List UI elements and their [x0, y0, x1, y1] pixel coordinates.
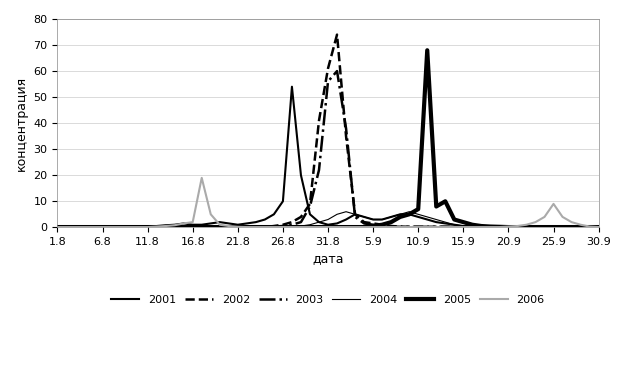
2002	[243, 225, 250, 229]
Y-axis label: концентрация: концентрация	[15, 76, 28, 171]
2006	[180, 221, 187, 226]
2002	[387, 224, 395, 228]
2005	[342, 225, 350, 229]
2005	[595, 225, 602, 229]
2003	[180, 225, 187, 229]
2002	[351, 212, 359, 217]
2003	[333, 69, 341, 73]
Line: 2003: 2003	[58, 71, 598, 227]
2003	[243, 225, 250, 229]
2003	[595, 225, 602, 229]
2002	[180, 225, 187, 229]
2001	[243, 221, 250, 226]
Line: 2001: 2001	[58, 87, 598, 227]
2004	[351, 212, 359, 217]
2004	[531, 225, 539, 229]
2001	[387, 215, 395, 219]
2005	[243, 225, 250, 229]
2004	[54, 225, 61, 229]
2006	[162, 224, 170, 228]
2004	[162, 225, 170, 229]
2002	[162, 225, 170, 229]
2001	[162, 223, 170, 228]
2006	[54, 225, 61, 229]
2001	[531, 225, 539, 229]
Line: 2005: 2005	[58, 50, 598, 227]
Line: 2004: 2004	[58, 212, 598, 227]
2001	[351, 212, 359, 217]
Legend: 2001, 2002, 2003, 2004, 2005, 2006: 2001, 2002, 2003, 2004, 2005, 2006	[107, 290, 549, 309]
2006	[595, 225, 602, 229]
Line: 2002: 2002	[58, 35, 598, 227]
2006	[531, 220, 539, 224]
2001	[595, 225, 602, 229]
2001	[180, 221, 187, 226]
2005	[423, 48, 431, 53]
2004	[595, 225, 602, 229]
2003	[387, 224, 395, 229]
2004	[387, 215, 395, 219]
X-axis label: дата: дата	[312, 253, 344, 266]
2006	[198, 175, 205, 180]
2001	[54, 225, 61, 229]
2002	[595, 225, 602, 229]
2004	[180, 225, 187, 229]
2006	[351, 225, 359, 229]
2006	[252, 225, 260, 229]
2004	[342, 209, 350, 214]
2001	[288, 84, 295, 89]
2003	[351, 215, 359, 219]
Line: 2006: 2006	[58, 178, 598, 227]
2005	[54, 225, 61, 229]
2003	[54, 225, 61, 229]
2002	[531, 225, 539, 229]
2003	[162, 225, 170, 229]
2006	[387, 225, 395, 229]
2003	[531, 225, 539, 229]
2002	[54, 225, 61, 229]
2005	[531, 225, 539, 229]
2002	[333, 32, 341, 37]
2005	[180, 225, 187, 229]
2005	[378, 222, 386, 227]
2004	[243, 225, 250, 229]
2005	[162, 225, 170, 229]
